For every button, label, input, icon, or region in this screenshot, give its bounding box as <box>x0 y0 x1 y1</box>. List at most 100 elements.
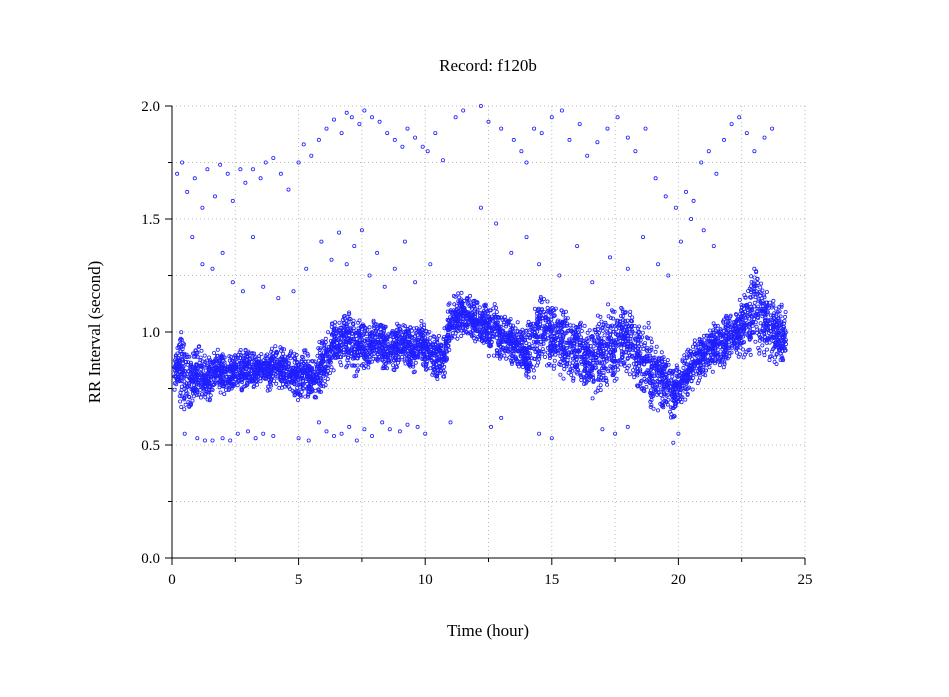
data-point <box>179 330 184 335</box>
data-point <box>318 360 323 365</box>
data-point <box>242 358 247 363</box>
data-point <box>367 325 372 330</box>
data-point <box>445 332 450 337</box>
data-point <box>425 355 430 360</box>
data-point <box>338 360 343 365</box>
data-point <box>628 309 633 314</box>
data-point <box>449 335 454 340</box>
data-point <box>552 358 557 363</box>
data-point <box>447 301 452 306</box>
data-point <box>329 365 334 370</box>
data-point <box>333 330 338 335</box>
data-point <box>398 327 403 332</box>
data-point <box>532 306 537 311</box>
data-point <box>299 389 304 394</box>
data-point <box>435 340 440 345</box>
data-point <box>449 319 454 324</box>
data-point <box>477 305 482 310</box>
data-point <box>293 375 298 380</box>
data-point <box>654 344 659 349</box>
data-point <box>203 374 208 379</box>
data-point <box>465 301 470 306</box>
data-point <box>259 352 264 357</box>
data-point <box>444 349 449 354</box>
data-point <box>197 381 202 386</box>
data-point <box>173 374 178 379</box>
data-point <box>502 353 507 358</box>
data-point <box>579 328 584 333</box>
data-point <box>267 387 272 392</box>
data-point <box>370 337 375 342</box>
data-point <box>383 361 388 366</box>
data-point <box>419 318 424 323</box>
data-point <box>409 340 414 345</box>
data-point <box>605 382 610 387</box>
data-point <box>260 369 265 374</box>
data-point <box>220 374 225 379</box>
data-point <box>386 358 391 363</box>
data-point <box>624 369 629 374</box>
data-point <box>247 351 252 356</box>
data-point <box>195 372 200 377</box>
data-point <box>198 387 203 392</box>
data-point <box>279 385 284 390</box>
data-point <box>222 355 227 360</box>
data-point <box>262 364 267 369</box>
data-point <box>194 362 199 367</box>
data-point <box>321 384 326 389</box>
data-point <box>298 377 303 382</box>
data-point <box>371 318 376 323</box>
data-point <box>323 353 328 358</box>
data-point <box>252 351 257 356</box>
data-point <box>401 340 406 345</box>
data-point <box>247 359 252 364</box>
data-point <box>494 335 499 340</box>
data-point <box>351 363 356 368</box>
data-point <box>349 336 354 341</box>
data-point <box>180 365 185 370</box>
data-point <box>534 363 539 368</box>
data-point <box>721 365 726 370</box>
data-point <box>569 372 574 377</box>
data-point <box>262 372 267 377</box>
data-point <box>446 343 451 348</box>
data-point <box>431 348 436 353</box>
data-point <box>292 382 297 387</box>
data-point <box>182 368 187 373</box>
data-point <box>708 328 713 333</box>
data-point <box>374 322 379 327</box>
data-point <box>385 339 390 344</box>
data-point <box>228 381 233 386</box>
data-point <box>202 353 207 358</box>
data-point <box>327 363 332 368</box>
data-point <box>492 302 497 307</box>
data-point <box>231 371 236 376</box>
data-point <box>299 363 304 368</box>
data-point <box>362 330 367 335</box>
data-point <box>178 364 183 369</box>
data-point <box>288 351 293 356</box>
data-point <box>468 293 473 298</box>
data-point <box>466 310 471 315</box>
data-point <box>269 346 274 351</box>
data-point <box>535 343 540 348</box>
data-point <box>387 360 392 365</box>
data-point <box>180 357 185 362</box>
data-point <box>451 313 456 318</box>
data-point <box>400 336 405 341</box>
data-point <box>387 350 392 355</box>
data-point <box>332 326 337 331</box>
data-point <box>462 298 467 303</box>
data-point <box>423 361 428 366</box>
data-point <box>231 356 236 361</box>
data-point <box>190 387 195 392</box>
data-point <box>368 349 373 354</box>
data-point <box>462 307 467 312</box>
data-point <box>475 301 480 306</box>
data-point <box>237 350 242 355</box>
data-point <box>418 341 423 346</box>
data-point <box>416 329 421 334</box>
data-point <box>349 347 354 352</box>
data-point <box>178 378 183 383</box>
data-point <box>431 370 436 375</box>
